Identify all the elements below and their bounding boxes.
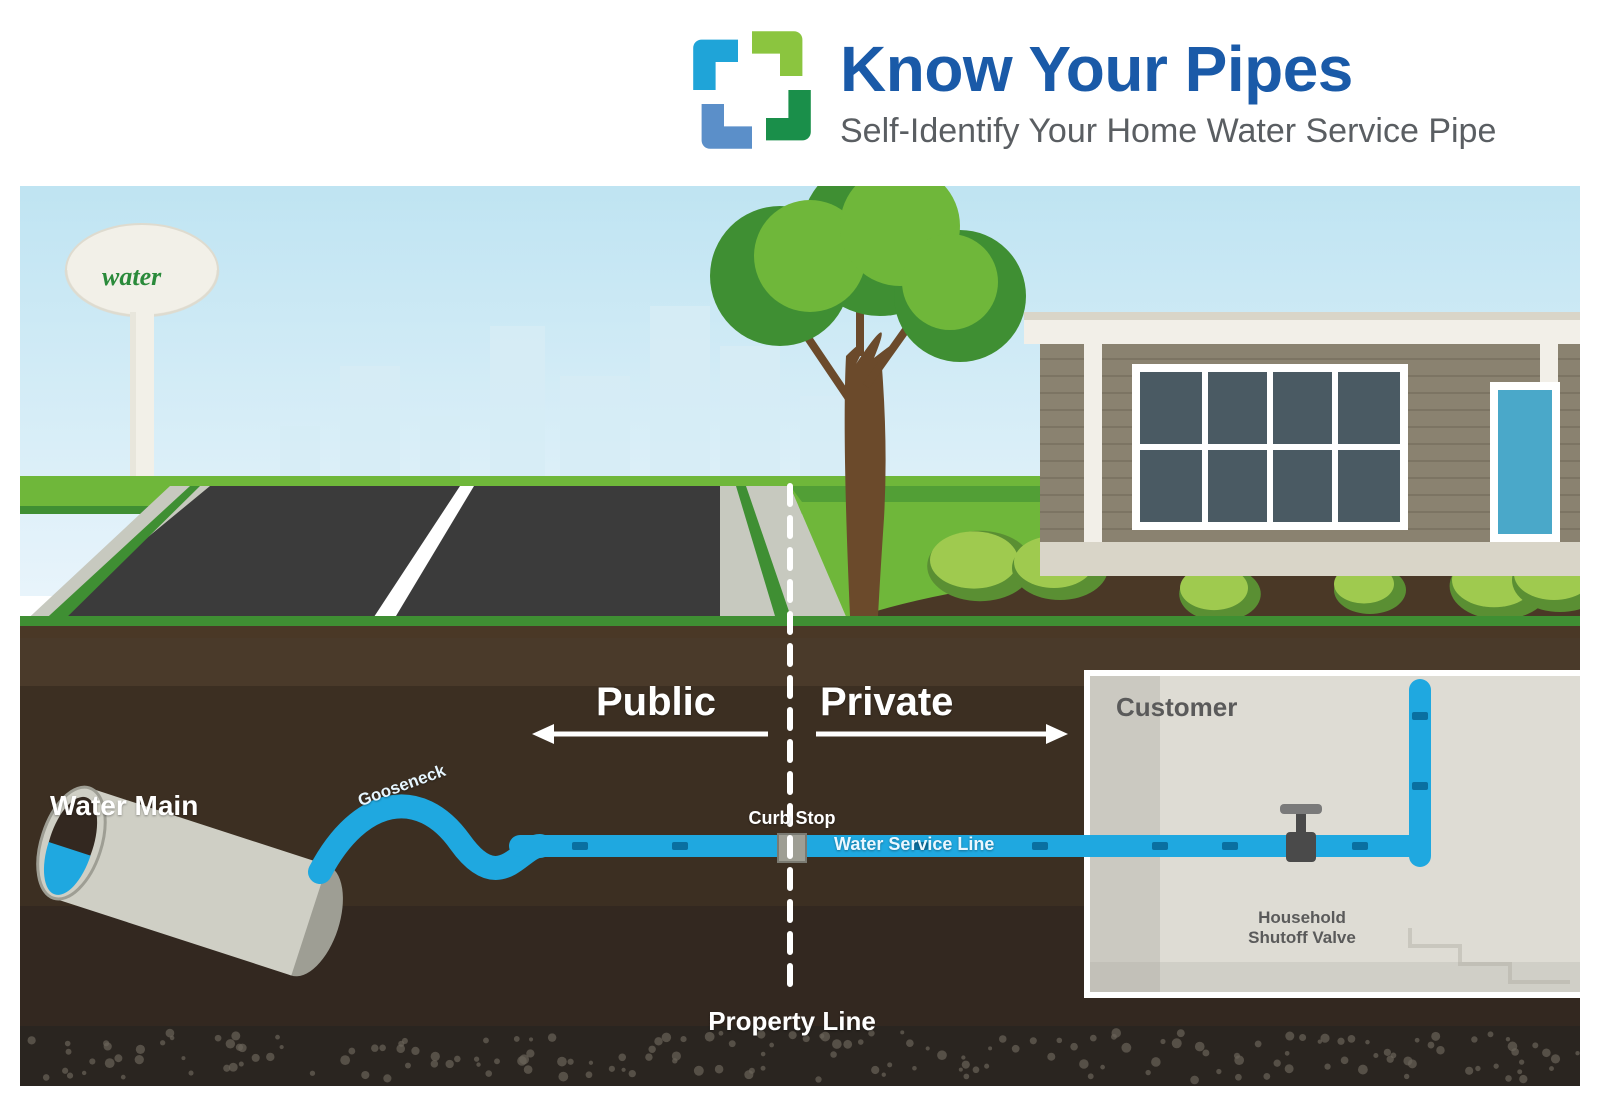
header-subtitle: Self-Identify Your Home Water Service Pi… xyxy=(840,112,1496,151)
header: Know Your Pipes Self-Identify Your Home … xyxy=(0,14,1600,174)
header-title: Know Your Pipes xyxy=(840,32,1353,106)
logo-icon xyxy=(682,20,822,160)
service-line-diagram xyxy=(20,186,1580,1086)
